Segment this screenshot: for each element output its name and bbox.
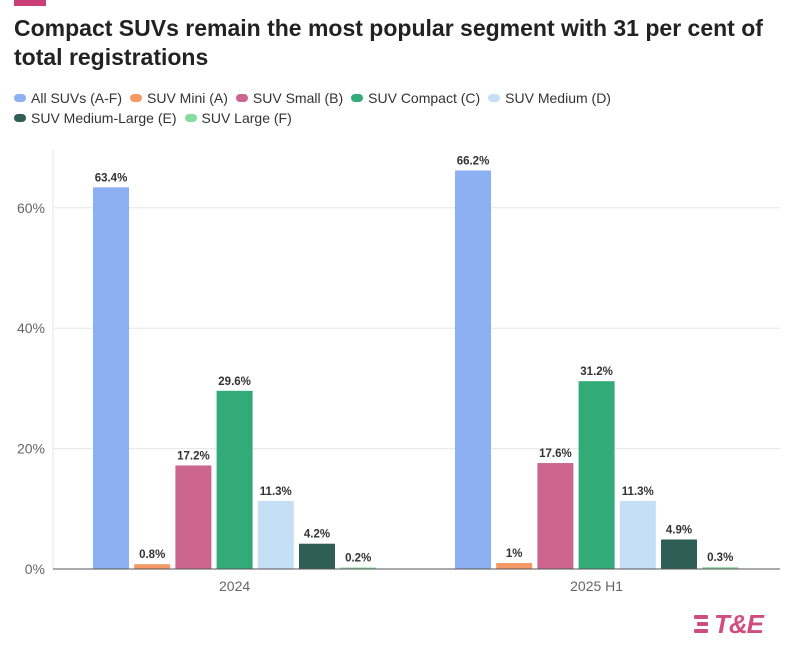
legend-label: SUV Medium (D) <box>505 90 611 106</box>
y-tick-label: 20% <box>17 441 45 457</box>
data-label: 31.2% <box>580 366 613 378</box>
data-label: 1% <box>506 548 523 560</box>
bar <box>702 567 739 569</box>
legend-item: SUV Mini (A) <box>130 88 228 108</box>
bar <box>578 381 615 569</box>
bar-chart: 0% 20% 40% 60% 63.4% 0.8% 17.2% 29.6% 11.3% 4.2% 0… <box>17 150 780 594</box>
y-tick-label: 60% <box>17 200 45 216</box>
data-label: 29.6% <box>218 376 251 388</box>
bar <box>661 539 697 569</box>
y-tick-label: 0% <box>25 561 45 577</box>
legend-item: SUV Medium-Large (E) <box>14 108 177 128</box>
data-label: 11.3% <box>622 486 654 498</box>
accent-bar <box>14 0 46 6</box>
logo-text: T&E <box>714 608 764 639</box>
legend-item: SUV Large (F) <box>184 108 292 128</box>
legend-swatch <box>351 94 364 102</box>
data-label: 17.2% <box>177 450 210 462</box>
bar <box>216 390 253 569</box>
data-label: 11.3% <box>260 486 292 498</box>
legend-swatch <box>14 114 26 122</box>
bar <box>299 543 335 569</box>
bar <box>134 564 171 569</box>
legend-item: SUV Compact (C) <box>351 88 480 108</box>
data-label: 0.2% <box>345 553 371 565</box>
bar <box>340 567 377 569</box>
data-label: 63.4% <box>95 172 128 184</box>
legend-label: SUV Small (B) <box>252 90 344 106</box>
legend-label: SUV Medium-Large (E) <box>31 110 177 126</box>
legend-label: SUV Large (F) <box>201 110 292 126</box>
chart-title: Compact SUVs remain the most popular seg… <box>14 15 763 70</box>
legend-item: All SUVs (A-F) <box>14 88 122 108</box>
legend-swatch <box>184 114 197 122</box>
chart-legend: All SUVs (A-F) SUV Mini (A) SUV Small (B) S… <box>14 88 714 128</box>
legend-swatch <box>130 94 142 102</box>
bar <box>93 187 129 569</box>
data-label: 4.2% <box>304 529 330 541</box>
legend-label: SUV Compact (C) <box>368 90 481 106</box>
te-logo: T&E <box>694 608 764 639</box>
legend-label: SUV Mini (A) <box>147 90 228 106</box>
bar <box>496 562 533 569</box>
bar <box>257 500 294 569</box>
bar <box>175 465 212 569</box>
x-tick-label: 2024 <box>219 578 250 594</box>
data-label: 0.3% <box>707 552 733 564</box>
data-label: 4.9% <box>666 525 692 537</box>
bar <box>455 170 491 569</box>
legend-swatch <box>14 94 26 102</box>
legend-item: SUV Small (B) <box>235 88 344 108</box>
bar <box>619 500 656 569</box>
data-label: 66.2% <box>457 155 490 167</box>
legend-label: All SUVs (A-F) <box>31 90 122 106</box>
legend-swatch <box>235 94 248 102</box>
y-tick-label: 40% <box>17 320 45 336</box>
legend-swatch <box>488 94 501 102</box>
data-label: 17.6% <box>539 448 572 460</box>
logo-lines-icon <box>694 613 710 635</box>
legend-item: SUV Medium (D) <box>488 88 611 108</box>
bar <box>537 463 574 569</box>
data-label: 0.8% <box>139 549 165 561</box>
x-tick-label: 2025 H1 <box>570 578 623 594</box>
